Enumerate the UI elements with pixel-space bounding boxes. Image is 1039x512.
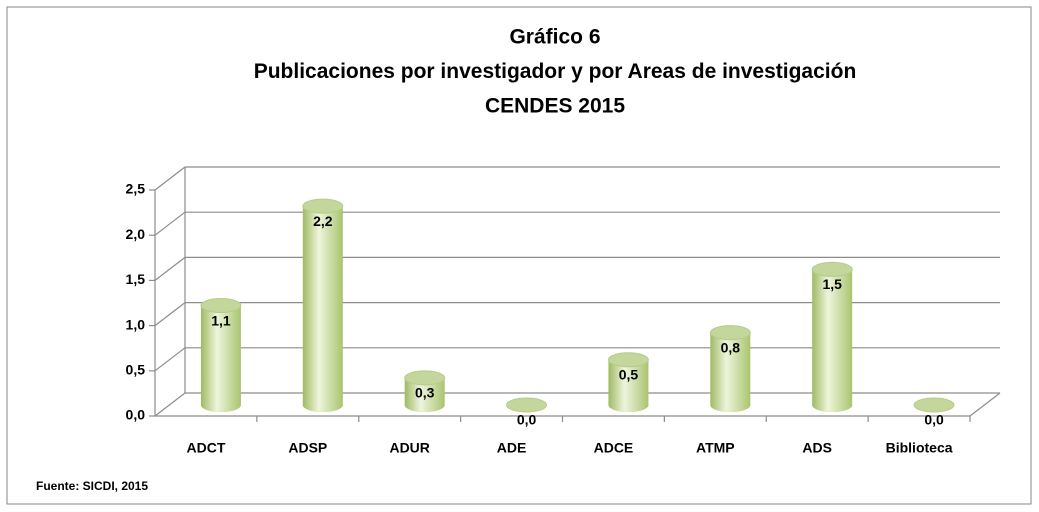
bar-base	[812, 398, 853, 412]
data-label: 1,5	[822, 276, 842, 292]
y-tick-label: 2,5	[126, 181, 146, 197]
grid-line	[154, 256, 186, 281]
x-tick-label: ADUR	[389, 440, 429, 456]
y-tick-label: 0,0	[126, 407, 146, 423]
bar	[710, 332, 751, 405]
bar	[200, 305, 241, 405]
bar	[302, 206, 343, 405]
chart-title: CENDES 2015	[485, 95, 625, 118]
data-label: 0,0	[924, 412, 944, 428]
grid-line	[154, 211, 186, 236]
x-tick-label: ADE	[497, 440, 527, 456]
chart-title: Publicaciones por investigador y por Are…	[254, 60, 857, 83]
x-tick-label: Biblioteca	[886, 440, 953, 456]
bar-top	[404, 370, 446, 386]
x-tick-label: ATMP	[696, 440, 735, 456]
data-label: 0,0	[517, 412, 537, 428]
data-label: 0,8	[721, 339, 741, 355]
bar-top	[811, 261, 853, 277]
x-tick-label: ADCE	[594, 440, 634, 456]
bar-top	[200, 298, 242, 314]
bar-base	[608, 398, 649, 412]
bar-top	[302, 198, 344, 214]
bar-top	[607, 352, 649, 368]
grid-line	[154, 392, 186, 417]
bar	[608, 359, 649, 405]
source: Fuente: SICDI, 2015	[36, 479, 148, 493]
chart-frame	[6, 6, 1032, 505]
y-tick-label: 1,5	[126, 271, 146, 287]
data-label: 1,1	[211, 312, 231, 328]
bar-top	[506, 397, 548, 413]
x-tick-label: ADSP	[288, 440, 327, 456]
grid-line	[154, 166, 186, 191]
bar-base	[302, 398, 343, 412]
bar	[812, 269, 853, 405]
bar-base	[200, 398, 241, 412]
x-tick-label: ADCT	[186, 440, 225, 456]
data-label: 2,2	[313, 213, 333, 229]
x-tick-label: ADS	[802, 440, 832, 456]
y-tick-label: 2,0	[126, 226, 146, 242]
bar-top	[913, 397, 955, 413]
grid-line	[154, 347, 186, 372]
bar-base	[710, 398, 751, 412]
grid-line	[154, 302, 186, 327]
bar-base	[404, 398, 445, 412]
chart-title: Gráfico 6	[509, 26, 600, 49]
y-tick-label: 1,0	[126, 316, 146, 332]
data-label: 0,3	[415, 385, 435, 401]
y-tick-label: 0,5	[126, 362, 146, 378]
floor-edge	[969, 392, 1001, 417]
data-label: 0,5	[619, 367, 639, 383]
bar-top	[709, 325, 751, 341]
